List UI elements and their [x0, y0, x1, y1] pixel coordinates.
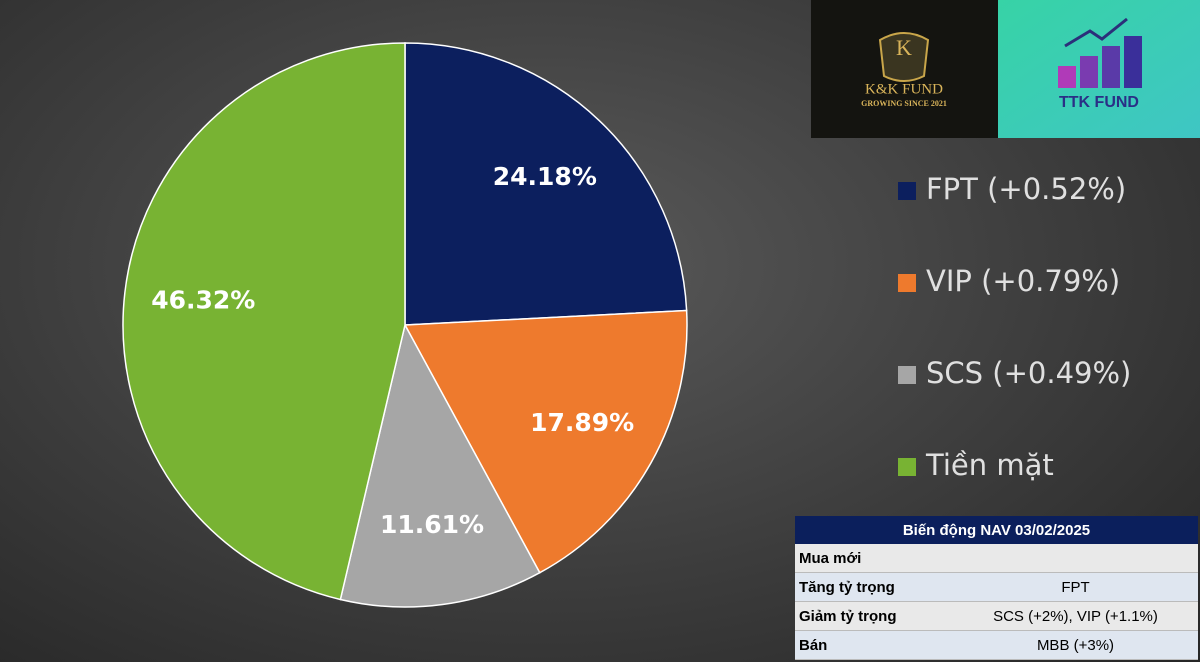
table-cell: [953, 544, 1198, 573]
kk-slogan: GROWING SINCE 2021: [861, 99, 947, 108]
table-cell: Bán: [795, 630, 953, 660]
legend-swatch: [898, 458, 916, 476]
table-cell: FPT: [953, 572, 1198, 602]
table-row: Mua mới: [795, 544, 1198, 573]
legend-label: FPT (+0.52%): [926, 172, 1126, 206]
kk-name: K&K FUND: [865, 81, 943, 97]
data-label: 46.32%: [151, 286, 255, 315]
legend-swatch: [898, 274, 916, 292]
table-title: Biến động NAV 03/02/2025: [795, 516, 1198, 544]
pie-slice: [339, 322, 541, 608]
data-label: 17.89%: [530, 408, 634, 437]
ttk-name: TTK FUND: [1059, 94, 1139, 111]
table-cell: SCS (+2%), VIP (+1.1%): [953, 601, 1198, 631]
table-row: Tăng tỷ trọng FPT: [795, 572, 1198, 602]
table-cell: Tăng tỷ trọng: [795, 572, 953, 602]
legend-swatch: [898, 182, 916, 200]
kk-crest: [878, 32, 930, 82]
data-label: 11.61%: [380, 510, 484, 539]
ttk-icon: [1058, 17, 1142, 88]
legend-label: SCS (+0.49%): [926, 356, 1131, 390]
ttk-logo-bg: [998, 0, 1200, 138]
nav-table: Biến động NAV 03/02/2025 Mua mới Tăng tỷ …: [795, 516, 1198, 660]
data-label: 24.18%: [493, 162, 597, 191]
pie-slice: [122, 42, 406, 601]
pie-slice: [403, 309, 688, 574]
legend-label: VIP (+0.79%): [926, 264, 1120, 298]
table-cell: Giảm tỷ trọng: [795, 601, 953, 631]
kk-mark: K: [896, 35, 912, 60]
table-cell: MBB (+3%): [953, 630, 1198, 660]
table-row: Bán MBB (+3%): [795, 630, 1198, 660]
table-row: Giảm tỷ trọng SCS (+2%), VIP (+1.1%): [795, 601, 1198, 631]
pie-slice: [404, 42, 688, 326]
legend-label: Tiền mặt: [925, 448, 1054, 482]
legend-swatch: [898, 366, 916, 384]
table-cell: Mua mới: [795, 544, 953, 573]
